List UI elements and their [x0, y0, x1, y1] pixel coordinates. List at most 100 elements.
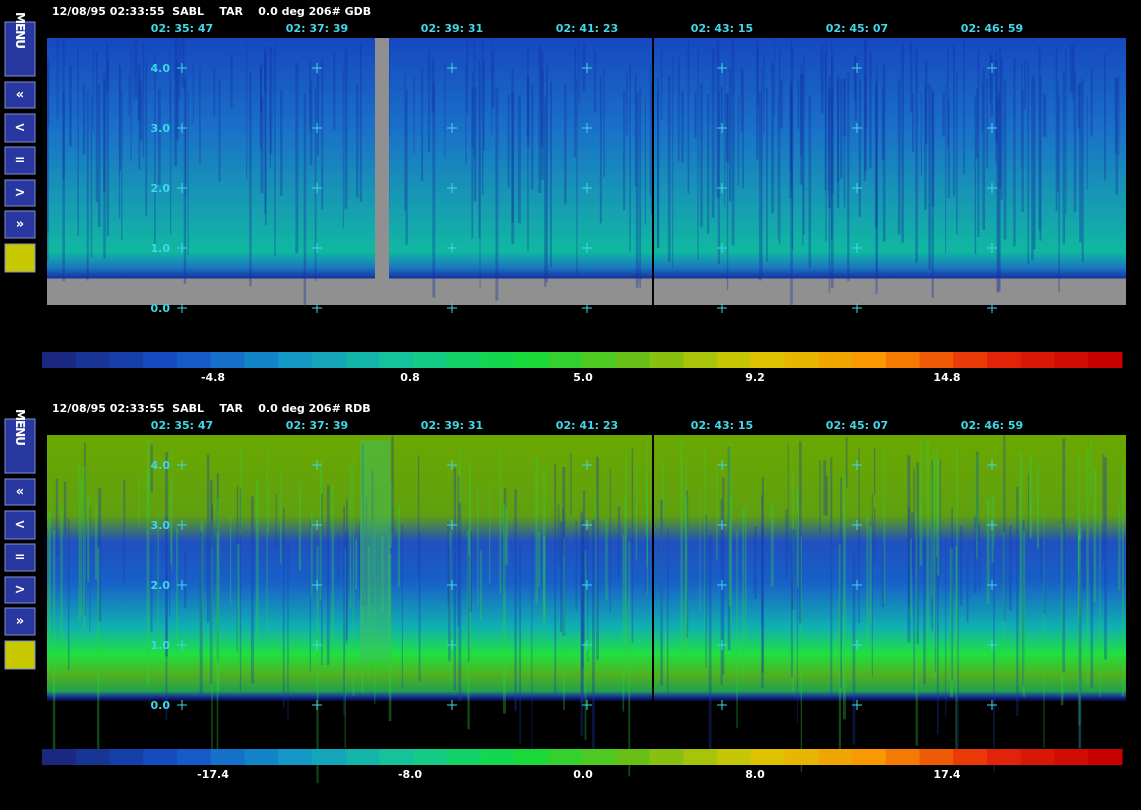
- texture: [704, 448, 706, 664]
- time-label: 02: 46: 59: [961, 22, 1023, 35]
- texture: [517, 95, 521, 224]
- texture: [467, 530, 470, 730]
- texture: [574, 47, 577, 157]
- color-select[interactable]: [4, 640, 36, 670]
- texture: [343, 506, 346, 716]
- texture: [1121, 457, 1124, 697]
- texture: [150, 444, 153, 493]
- button-frame: [4, 21, 36, 77]
- colorbar-label: 0.8: [400, 371, 420, 384]
- texture: [570, 453, 572, 516]
- nav-button[interactable]: «: [4, 81, 36, 109]
- texture: [427, 50, 431, 153]
- texture: [830, 41, 833, 240]
- texture: [1019, 451, 1023, 642]
- colorbar-cell: [379, 352, 414, 368]
- texture: [646, 436, 648, 596]
- texture: [631, 448, 634, 643]
- nav-button[interactable]: MENU: [4, 12, 36, 77]
- texture: [199, 66, 201, 166]
- colorbar-cell: [447, 749, 482, 765]
- nav-button[interactable]: <: [4, 113, 36, 143]
- texture: [137, 63, 141, 121]
- texture: [333, 50, 336, 131]
- colorbar-label: 14.8: [933, 371, 960, 384]
- texture: [545, 64, 548, 283]
- texture: [1089, 437, 1092, 496]
- colorbar-label: 9.2: [745, 371, 765, 384]
- nav-button[interactable]: »: [4, 210, 36, 239]
- nav-button[interactable]: >: [4, 179, 36, 207]
- texture: [744, 506, 747, 671]
- colorbar-cell: [919, 352, 954, 368]
- texture: [773, 38, 776, 115]
- nav-button[interactable]: MENU: [4, 409, 36, 474]
- texture: [346, 498, 348, 640]
- texture: [1043, 535, 1046, 614]
- texture: [319, 460, 323, 600]
- texture: [342, 65, 344, 228]
- button-label: >: [15, 186, 26, 201]
- texture: [580, 511, 584, 737]
- texture: [388, 553, 392, 722]
- texture: [758, 92, 762, 281]
- texture: [1003, 435, 1006, 622]
- button-label: =: [15, 550, 26, 565]
- texture: [1117, 75, 1120, 156]
- texture: [135, 39, 138, 98]
- texture: [684, 496, 688, 651]
- texture: [592, 519, 595, 750]
- texture: [123, 479, 126, 582]
- texture: [128, 75, 131, 116]
- texture: [626, 72, 628, 136]
- button-label: «: [16, 88, 24, 103]
- texture: [913, 468, 915, 691]
- texture: [937, 458, 940, 576]
- color-select[interactable]: [4, 243, 36, 273]
- texture: [1090, 554, 1094, 688]
- texture: [103, 80, 106, 259]
- texture: [483, 59, 485, 151]
- texture: [538, 531, 541, 587]
- texture: [756, 42, 759, 160]
- texture: [1016, 486, 1019, 717]
- colorbar-cell: [278, 749, 313, 765]
- colorbar-cell: [413, 352, 448, 368]
- texture: [975, 451, 979, 541]
- texture: [882, 64, 886, 242]
- nav-button[interactable]: »: [4, 607, 36, 636]
- texture: [200, 520, 204, 643]
- texture: [1114, 76, 1117, 154]
- texture: [843, 78, 847, 137]
- texture: [1027, 60, 1030, 264]
- texture: [557, 504, 560, 563]
- texture: [910, 512, 914, 576]
- texture: [947, 97, 950, 199]
- texture: [949, 548, 953, 697]
- texture: [82, 83, 86, 155]
- nav-button[interactable]: «: [4, 478, 36, 506]
- texture: [448, 545, 451, 661]
- texture: [246, 44, 248, 180]
- texture: [931, 460, 933, 632]
- texture: [562, 467, 566, 637]
- texture: [543, 535, 546, 629]
- texture: [575, 521, 578, 611]
- profile-image: [47, 435, 1126, 702]
- texture: [667, 75, 671, 262]
- nav-button[interactable]: <: [4, 510, 36, 540]
- texture: [687, 40, 690, 194]
- texture: [280, 90, 283, 196]
- texture: [873, 508, 876, 564]
- texture: [662, 460, 665, 517]
- nav-button[interactable]: =: [4, 543, 36, 572]
- texture: [359, 522, 361, 601]
- button-frame: [4, 607, 36, 636]
- texture: [211, 504, 214, 549]
- texture: [778, 48, 781, 245]
- texture: [1031, 76, 1034, 261]
- texture: [930, 474, 933, 599]
- texture: [820, 45, 824, 114]
- nav-button[interactable]: =: [4, 146, 36, 175]
- nav-button[interactable]: >: [4, 576, 36, 604]
